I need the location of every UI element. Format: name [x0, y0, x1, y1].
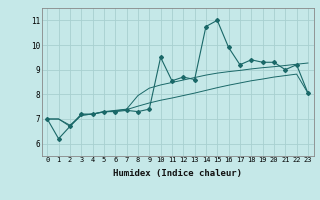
X-axis label: Humidex (Indice chaleur): Humidex (Indice chaleur): [113, 169, 242, 178]
